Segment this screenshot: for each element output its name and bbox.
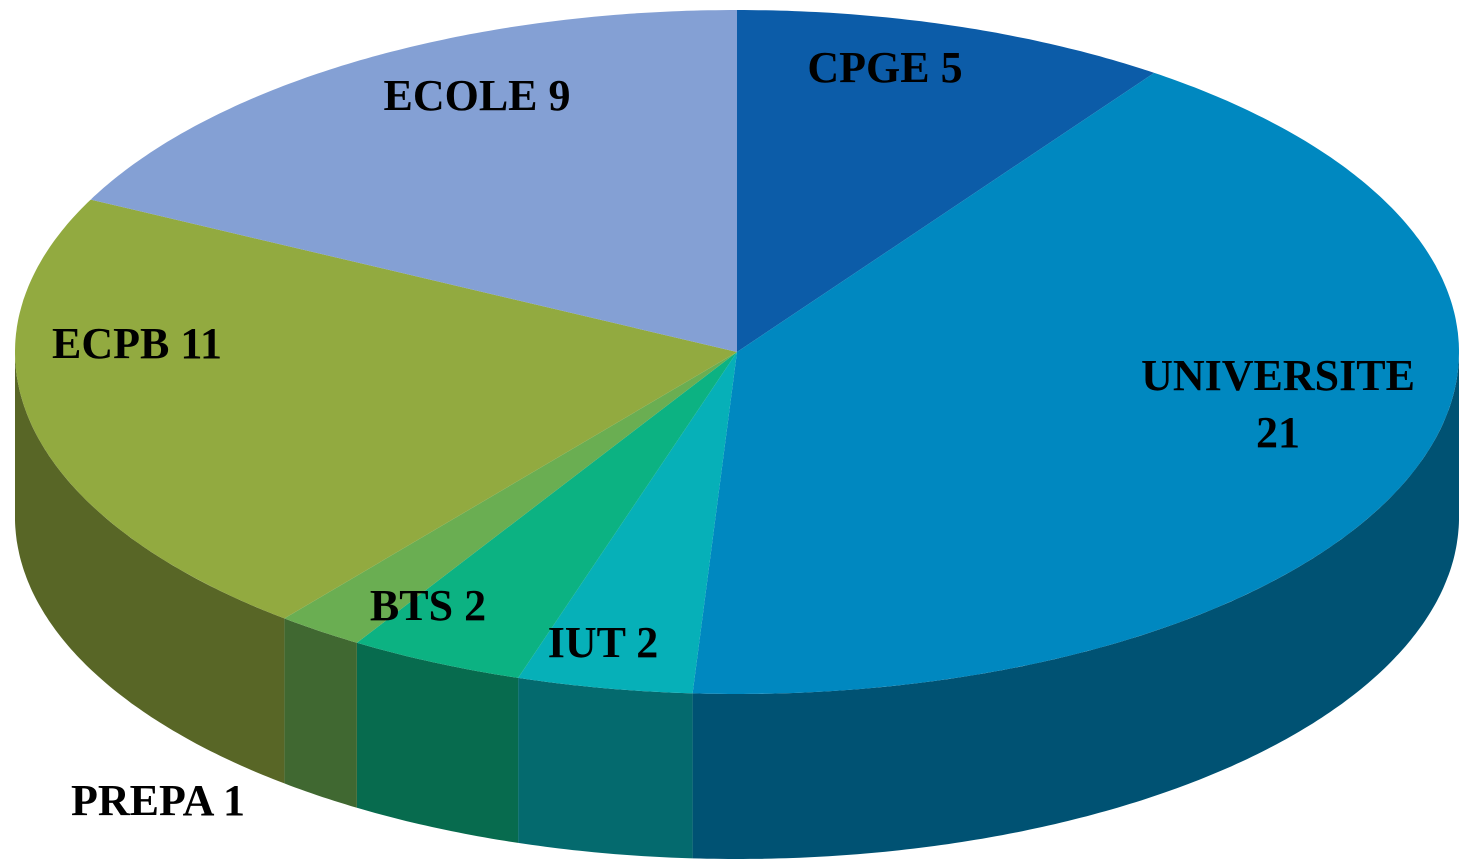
data-label: IUT 2 <box>548 618 658 667</box>
slice <box>737 10 1155 352</box>
data-label: PREPA 1 <box>71 776 245 825</box>
slice <box>356 352 737 678</box>
slice-side <box>518 677 693 859</box>
label-category: PREPA <box>71 776 215 825</box>
label-value: 5 <box>941 43 963 92</box>
slice-side <box>692 352 1459 859</box>
slice-side <box>15 352 285 784</box>
slice-side <box>284 618 357 808</box>
slice <box>692 72 1459 694</box>
label-value: 2 <box>464 581 486 630</box>
label-category: BTS <box>370 581 453 630</box>
label-category: ECOLE <box>383 71 537 120</box>
slice <box>518 352 737 694</box>
data-label: UNIVERSITE 21 <box>1141 351 1415 457</box>
label-value: 2 <box>636 618 658 667</box>
slice <box>90 10 737 352</box>
label-category: CPGE <box>807 43 929 92</box>
data-label: BTS 2 <box>370 581 486 630</box>
label-value: 1 <box>223 776 245 825</box>
label-category: UNIVERSITE <box>1141 351 1415 400</box>
label-value: 21 <box>1256 408 1300 457</box>
slice <box>15 199 737 619</box>
data-label: ECPB 11 <box>52 319 222 368</box>
slice-side <box>356 642 519 843</box>
data-label: ECOLE 9 <box>383 71 570 120</box>
label-category: ECPB <box>52 319 169 368</box>
label-value: 11 <box>180 319 222 368</box>
label-category: IUT <box>548 618 626 667</box>
slice <box>284 352 737 643</box>
data-label: CPGE 5 <box>807 43 962 92</box>
label-value: 9 <box>549 71 571 120</box>
